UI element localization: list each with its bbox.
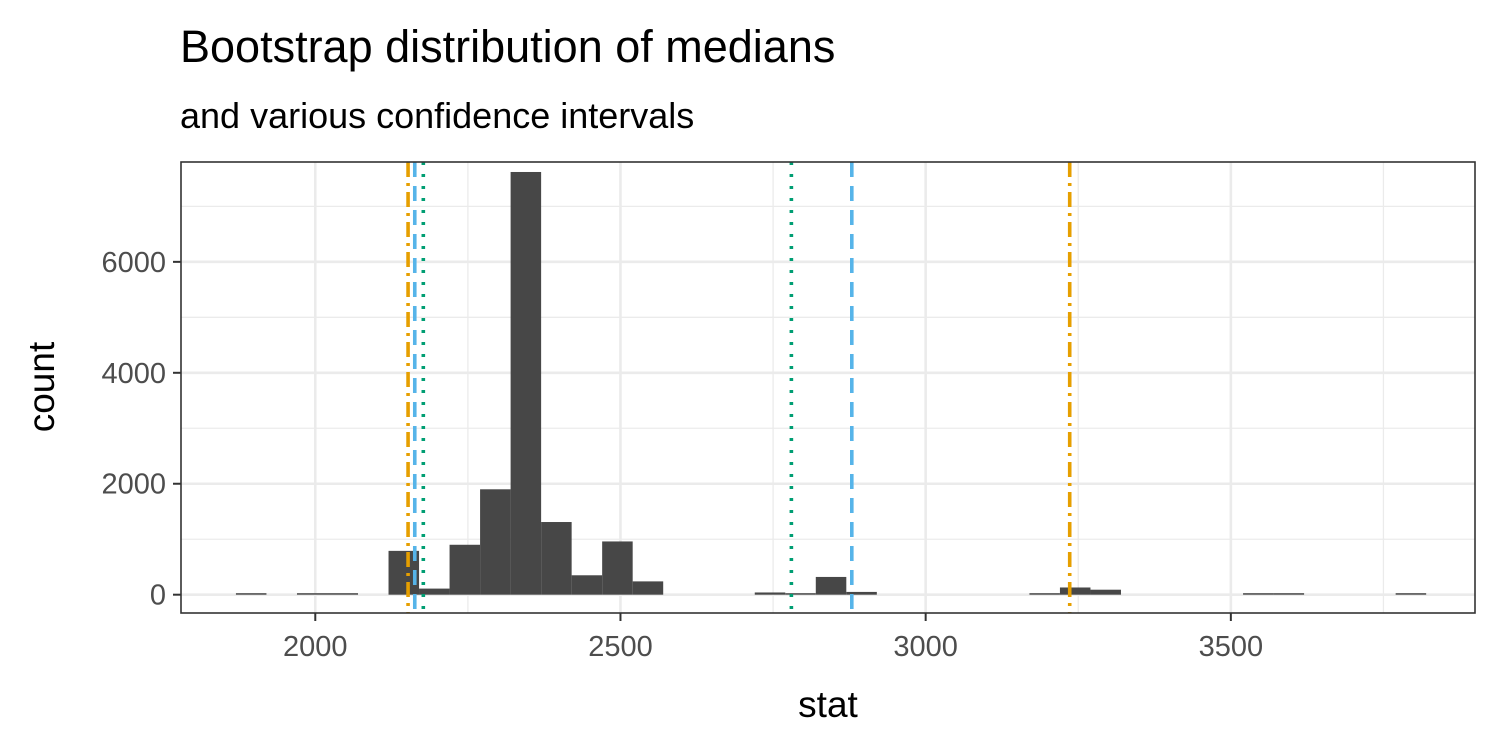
y-tick-label: 2000: [101, 469, 166, 501]
histogram-bar: [815, 576, 847, 595]
histogram-bar: [1395, 593, 1427, 595]
plot-border: [180, 161, 1476, 614]
histogram-bars: [235, 171, 1427, 595]
x-axis-title: stat: [798, 684, 858, 725]
histogram-bar: [602, 541, 633, 595]
x-axis-ticks: 2000 2500 3000 3500: [283, 613, 1263, 663]
histogram-bar: [235, 593, 267, 595]
confidence-interval-lines: [406, 162, 1072, 613]
minor-gridlines: [181, 162, 1475, 613]
histogram-bar: [1059, 587, 1091, 595]
histogram-bar: [846, 591, 877, 595]
histogram-bar: [1243, 593, 1274, 595]
histogram-bar: [1090, 589, 1121, 595]
chart-subtitle: and various confidence intervals: [180, 95, 694, 136]
y-axis-ticks: 0 2000 4000 6000: [101, 247, 181, 612]
chart-title: Bootstrap distribution of medians: [180, 21, 835, 72]
histogram-bar: [632, 581, 664, 595]
histogram-bar: [571, 575, 603, 595]
panel-background: [181, 162, 1475, 613]
histogram-bar: [1029, 593, 1060, 595]
y-tick-label: 6000: [101, 247, 166, 279]
histogram-bar: [785, 593, 816, 595]
x-tick-label: 2000: [283, 631, 348, 663]
y-tick-label: 4000: [101, 358, 166, 390]
histogram-bar: [1273, 593, 1305, 595]
histogram-bar: [449, 544, 481, 595]
histogram-bar: [296, 593, 328, 595]
histogram-bar: [754, 592, 786, 595]
panel-border: [180, 161, 1476, 614]
histogram-bar: [419, 588, 450, 595]
histogram-bar: [541, 522, 572, 595]
x-tick-label: 3000: [893, 631, 958, 663]
histogram-bar: [480, 489, 511, 595]
plot-panel: [181, 162, 1475, 613]
histogram-bar: [510, 171, 542, 595]
y-axis-title: count: [21, 341, 62, 432]
x-tick-label: 2500: [588, 631, 653, 663]
x-tick-label: 3500: [1199, 631, 1264, 663]
y-tick-label: 0: [150, 580, 166, 612]
histogram-bar: [327, 593, 359, 595]
